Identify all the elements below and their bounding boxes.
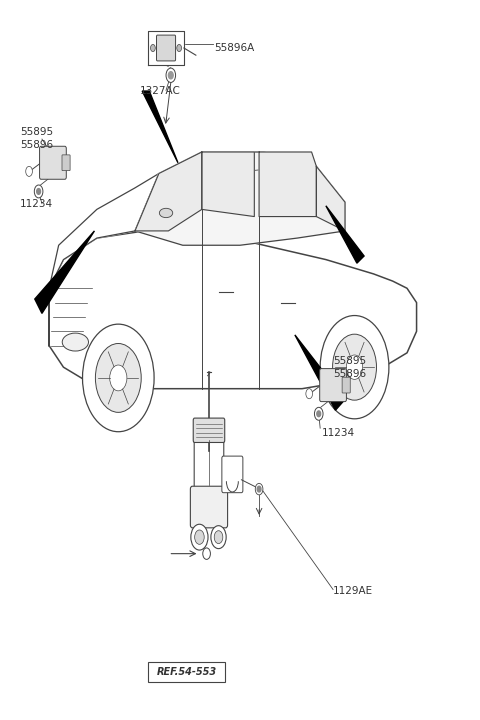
Polygon shape xyxy=(202,152,254,217)
Circle shape xyxy=(151,45,156,52)
Text: 11234: 11234 xyxy=(20,199,53,209)
Circle shape xyxy=(26,166,33,176)
Polygon shape xyxy=(49,231,417,389)
Circle shape xyxy=(255,483,263,495)
FancyBboxPatch shape xyxy=(156,35,176,61)
Circle shape xyxy=(110,365,127,391)
Circle shape xyxy=(347,355,363,379)
Circle shape xyxy=(257,486,261,492)
Text: REF.54-553: REF.54-553 xyxy=(156,667,216,677)
Circle shape xyxy=(36,189,40,194)
Circle shape xyxy=(166,68,176,82)
FancyBboxPatch shape xyxy=(194,436,224,489)
Circle shape xyxy=(317,411,321,417)
FancyBboxPatch shape xyxy=(342,377,350,393)
Circle shape xyxy=(306,389,312,399)
Text: 11234: 11234 xyxy=(322,428,355,438)
Polygon shape xyxy=(295,335,345,410)
Circle shape xyxy=(203,548,210,559)
FancyBboxPatch shape xyxy=(39,146,66,179)
Circle shape xyxy=(214,531,223,544)
Polygon shape xyxy=(135,152,345,246)
FancyBboxPatch shape xyxy=(148,662,225,682)
FancyBboxPatch shape xyxy=(193,418,225,443)
FancyBboxPatch shape xyxy=(222,456,243,492)
Text: 55895: 55895 xyxy=(333,356,366,366)
Polygon shape xyxy=(148,31,184,66)
Circle shape xyxy=(34,185,43,198)
Polygon shape xyxy=(316,166,345,231)
Polygon shape xyxy=(49,174,159,346)
Circle shape xyxy=(191,524,208,550)
Text: 55896A: 55896A xyxy=(214,43,254,53)
Polygon shape xyxy=(142,91,178,163)
Text: 55895: 55895 xyxy=(21,127,54,137)
FancyBboxPatch shape xyxy=(320,369,347,402)
Circle shape xyxy=(177,45,181,52)
Ellipse shape xyxy=(159,208,173,217)
Text: 1327AC: 1327AC xyxy=(140,86,180,96)
Circle shape xyxy=(211,526,226,549)
Text: 1129AE: 1129AE xyxy=(333,586,373,596)
Circle shape xyxy=(195,530,204,544)
FancyBboxPatch shape xyxy=(191,486,228,528)
Circle shape xyxy=(83,324,154,432)
Circle shape xyxy=(314,408,323,420)
Circle shape xyxy=(333,334,376,400)
Polygon shape xyxy=(326,206,364,264)
Circle shape xyxy=(168,72,173,79)
Text: 55896: 55896 xyxy=(21,140,54,150)
Polygon shape xyxy=(35,231,95,313)
Circle shape xyxy=(320,315,389,419)
Polygon shape xyxy=(259,152,316,217)
Circle shape xyxy=(96,343,141,413)
Polygon shape xyxy=(135,152,202,231)
Text: 55896: 55896 xyxy=(333,369,366,379)
FancyBboxPatch shape xyxy=(62,155,70,171)
Ellipse shape xyxy=(62,333,88,351)
